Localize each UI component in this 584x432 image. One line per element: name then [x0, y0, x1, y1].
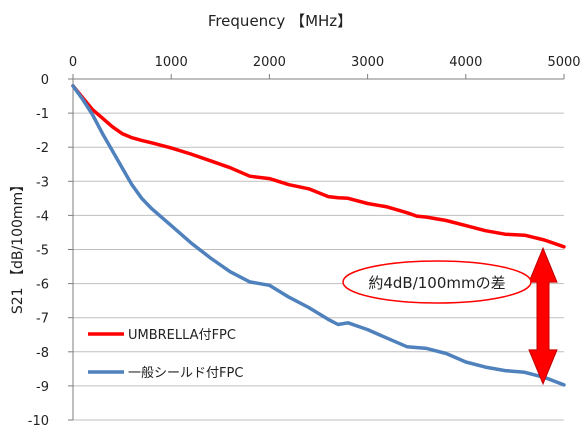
x-tick-label: 1000: [155, 55, 188, 70]
x-tick-label: 0: [69, 55, 77, 70]
y-tick-label: -3: [36, 175, 49, 190]
double-arrow-icon: [528, 246, 558, 386]
legend-label: 一般シールド付FPC: [128, 365, 243, 381]
y-tick-labels: 0 -1 -2 -3 -4 -5 -6 -7 -8 -9 -10: [28, 73, 49, 429]
y-tick-label: -9: [36, 380, 49, 395]
y-tick-label: -8: [36, 346, 49, 361]
x-tick-label: 2000: [253, 55, 286, 70]
x-tick-label: 3000: [351, 55, 384, 70]
annotation: 約4dB/100mmの差: [342, 246, 558, 386]
x-tick-labels: 0 1000 2000 3000 4000 5000: [69, 55, 581, 70]
grid-lines: [73, 112, 564, 421]
legend-label: UMBRELLA付FPC: [128, 328, 236, 343]
series-line-2: [71, 84, 566, 387]
y-tick-label: -5: [36, 244, 49, 259]
x-tick-label: 5000: [547, 55, 580, 70]
y-tick-label: -2: [36, 141, 49, 156]
annotation-text: 約4dB/100mmの差: [368, 274, 505, 292]
y-tick-label: -1: [36, 107, 49, 122]
y-tick-label: 0: [41, 73, 49, 88]
y-tick-label: -4: [36, 209, 49, 224]
axes: [68, 74, 565, 421]
legend: UMBRELLA付FPC 一般シールド付FPC: [88, 328, 243, 381]
y-axis-label: S21 【dB/100mm】: [10, 178, 26, 314]
annotation-ellipse: [342, 260, 532, 304]
y-tick-label: -6: [36, 278, 49, 293]
series-lines: [71, 84, 566, 387]
y-tick-label: -10: [28, 414, 49, 428]
series-line-1: [71, 84, 566, 249]
y-tick-label: -7: [36, 312, 49, 327]
x-tick-label: 4000: [449, 55, 482, 70]
x-axis-label: Frequency 【MHz】: [208, 12, 352, 30]
